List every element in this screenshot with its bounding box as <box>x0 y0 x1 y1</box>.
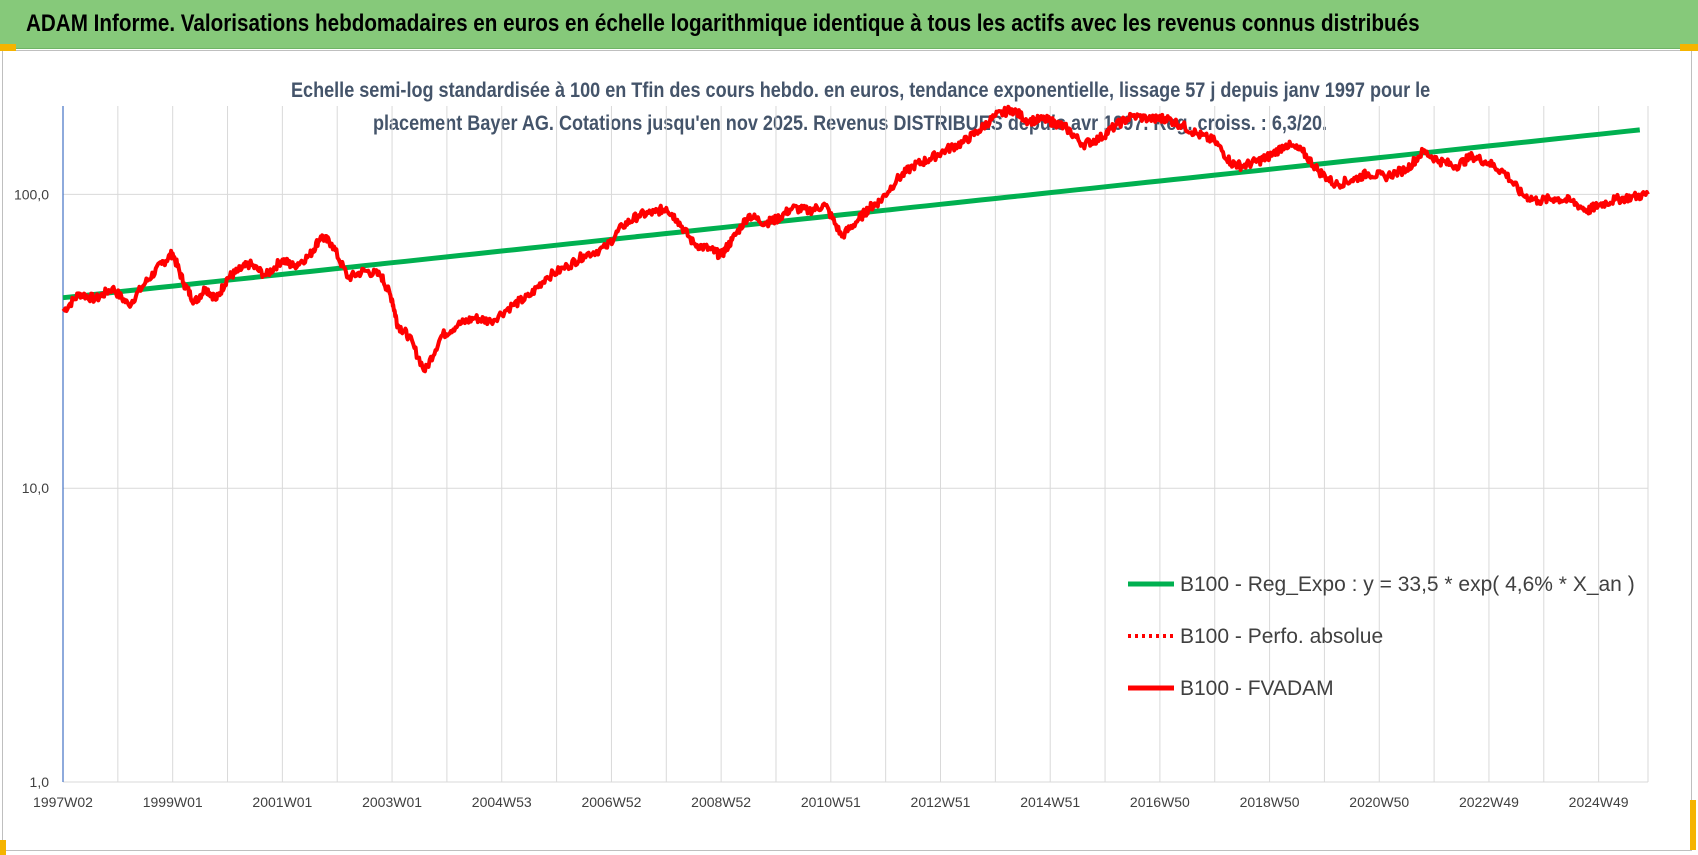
x-tick-label: 2016W50 <box>1130 794 1190 810</box>
x-tick-label: 1999W01 <box>143 794 203 810</box>
x-ticks: 1997W02 1999W01 2001W01 2003W01 2004W53 2006W… <box>33 794 1629 810</box>
resize-handle-bottom-right[interactable] <box>1690 800 1696 850</box>
resize-handle-bottom-left[interactable] <box>0 840 6 855</box>
legend-label: B100 - Reg_Expo : y = 33,5 * exp( 4,6% *… <box>1180 573 1635 596</box>
x-tick-label: 2004W53 <box>472 794 532 810</box>
resize-handle-top-right[interactable] <box>1680 44 1698 51</box>
x-tick-label: 2008W52 <box>691 794 751 810</box>
x-tick-label: 2010W51 <box>801 794 861 810</box>
x-tick-label: 2014W51 <box>1020 794 1080 810</box>
legend: B100 - Reg_Expo : y = 33,5 * exp( 4,6% *… <box>1128 573 1635 700</box>
x-tick-label: 2006W52 <box>581 794 641 810</box>
legend-label: B100 - Perfo. absolue <box>1180 625 1383 648</box>
y-tick-label: 100,0 <box>14 186 49 202</box>
grid-lines <box>62 106 1649 783</box>
y-tick-label: 10,0 <box>22 480 49 496</box>
series-fvadam-line <box>61 104 1650 374</box>
x-tick-label: 2020W50 <box>1349 794 1409 810</box>
x-tick-label: 1997W02 <box>33 794 93 810</box>
page-title: ADAM Informe. Valorisations hebdomadaire… <box>26 10 1420 37</box>
series-reg-expo-line <box>62 127 1641 301</box>
x-tick-label: 2001W01 <box>252 794 312 810</box>
header-banner: ADAM Informe. Valorisations hebdomadaire… <box>0 0 1698 49</box>
resize-handle-top-left[interactable] <box>0 44 16 51</box>
series <box>61 104 1650 374</box>
x-tick-label: 2018W50 <box>1240 794 1300 810</box>
chart-title-line1: Echelle semi-log standardisée à 100 en T… <box>291 79 1431 102</box>
y-ticks: 1,0 10,0 100,0 <box>14 186 49 790</box>
legend-label: B100 - FVADAM <box>1180 677 1334 700</box>
x-tick-label: 2003W01 <box>362 794 422 810</box>
chart-frame <box>2 50 1692 851</box>
x-tick-label: 2022W49 <box>1459 794 1519 810</box>
x-tick-label: 2024W49 <box>1569 794 1629 810</box>
x-tick-label: 2012W51 <box>911 794 971 810</box>
y-tick-label: 1,0 <box>30 774 50 790</box>
